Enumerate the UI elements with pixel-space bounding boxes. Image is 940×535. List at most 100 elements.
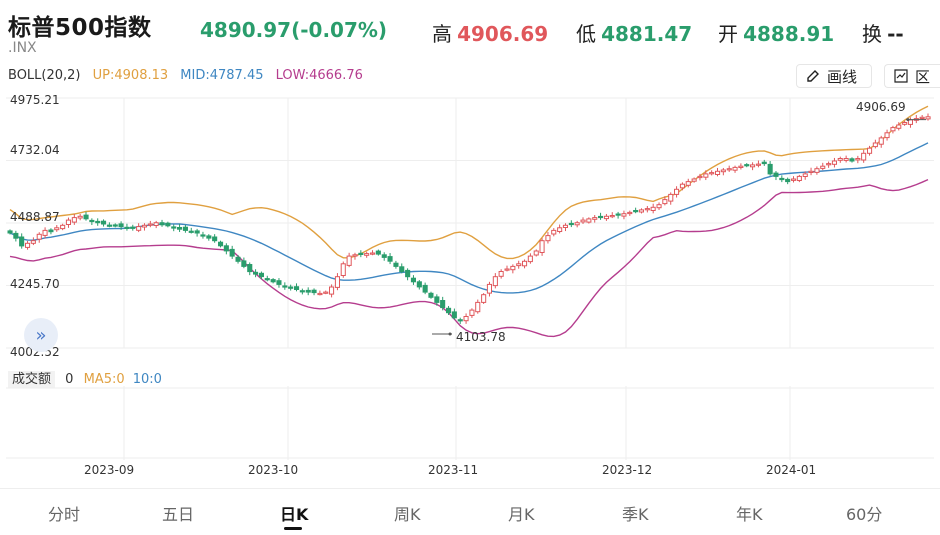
candle-body (299, 290, 305, 293)
candle-body (218, 241, 224, 247)
zone-button[interactable]: 区 (884, 64, 940, 88)
candle-body (428, 292, 434, 298)
candle-body (744, 164, 750, 167)
candle-body (779, 177, 785, 181)
candle-body (469, 309, 475, 316)
candle-body (603, 215, 610, 220)
candle-body (533, 250, 539, 256)
x-tick-label: 2023-12 (602, 463, 653, 477)
x-tick-label: 2023-11 (428, 463, 479, 477)
candle-body (615, 213, 621, 216)
active-tab-indicator (284, 527, 302, 530)
draw-line-button[interactable]: 画线 (796, 64, 872, 88)
candle-body (440, 300, 446, 309)
candle-body (884, 132, 890, 139)
candle-body (562, 224, 569, 229)
candle-body (241, 260, 247, 267)
boll-mid: MID:4787.45 (180, 68, 264, 83)
candle-body (516, 263, 522, 267)
candle-body (638, 209, 645, 213)
candle-body (837, 158, 843, 161)
candle-body (574, 222, 580, 226)
candle-body (668, 193, 674, 202)
turnover-stat: 换 -- (862, 18, 904, 47)
candle-body (872, 142, 878, 148)
candle-body (305, 289, 311, 293)
tab-60min[interactable]: 60分 (846, 505, 883, 524)
candle-body (276, 280, 282, 285)
open-value: 4888.91 (743, 22, 835, 46)
candle-body (808, 170, 814, 174)
candle-body (592, 217, 598, 220)
y-tick-label: 4488.87 (10, 210, 60, 224)
candle-body (118, 223, 124, 228)
double-chevron-right-icon: » (35, 324, 47, 346)
y-tick-label: 4245.70 (10, 277, 60, 291)
candle-body (802, 173, 808, 178)
candle-body (141, 224, 147, 228)
max-price-label: 4906.69 (856, 100, 906, 114)
candle-body (855, 158, 861, 161)
candle-body (352, 254, 358, 257)
low-label: 低 (576, 22, 596, 46)
x-tick-label: 2023-10 (248, 463, 299, 477)
candle-body (153, 222, 159, 226)
candle-body (761, 161, 767, 165)
expand-button[interactable]: » (24, 318, 58, 352)
candle-body (463, 316, 469, 322)
candle-body (410, 277, 416, 283)
candle-body (194, 230, 200, 234)
low-stat: 低 4881.47 (576, 18, 692, 47)
candle-body (48, 229, 54, 233)
tab-yearly-k[interactable]: 年K (736, 505, 763, 524)
candle-body (826, 163, 832, 166)
candle-body (334, 276, 340, 288)
candle-body (147, 223, 153, 226)
turnover-label: 换 (862, 22, 882, 46)
candle-body (270, 279, 276, 283)
candle-body (370, 252, 376, 255)
candle-body (282, 285, 288, 288)
candle-body (7, 230, 13, 234)
low-value: 4881.47 (601, 22, 693, 46)
tab-intraday[interactable]: 分时 (48, 505, 81, 524)
candle-body (77, 215, 83, 219)
candle-body (71, 217, 77, 223)
volume-value: 0 (65, 372, 74, 387)
y-tick-label: 4732.04 (10, 143, 60, 157)
candle-body (54, 227, 60, 231)
x-tick-label: 2023-09 (84, 463, 135, 477)
candle-body (621, 213, 627, 217)
candle-body (925, 116, 931, 120)
candlestick-chart[interactable] (0, 90, 940, 360)
high-value: 4906.69 (457, 22, 549, 46)
candle-body (182, 226, 188, 231)
tab-daily-k[interactable]: 日K (280, 505, 309, 524)
candle-body (750, 164, 756, 168)
candle-body (177, 227, 183, 230)
candle-body (112, 224, 118, 227)
candle-body (451, 311, 457, 319)
candle-body (206, 235, 212, 239)
candle-body (492, 276, 498, 287)
candle-body (136, 226, 142, 231)
candle-body (691, 178, 697, 182)
tab-weekly-k[interactable]: 周K (394, 505, 421, 524)
candle-body (820, 165, 826, 169)
candle-body (609, 215, 615, 218)
candle-body (791, 178, 797, 181)
candle-body (95, 220, 101, 224)
tab-five-day[interactable]: 五日 (162, 505, 195, 524)
candle-body (358, 252, 364, 256)
tab-monthly-k[interactable]: 月K (508, 505, 535, 524)
candle-body (486, 283, 492, 294)
candle-body (253, 271, 259, 275)
candle-body (785, 178, 791, 183)
zone-chart-icon (894, 69, 908, 83)
tab-quarterly-k[interactable]: 季K (622, 505, 649, 524)
candle-body (890, 127, 896, 132)
candle-body (83, 214, 89, 220)
candle-body (522, 260, 528, 267)
candle-body (165, 222, 171, 227)
candle-body (258, 272, 264, 278)
